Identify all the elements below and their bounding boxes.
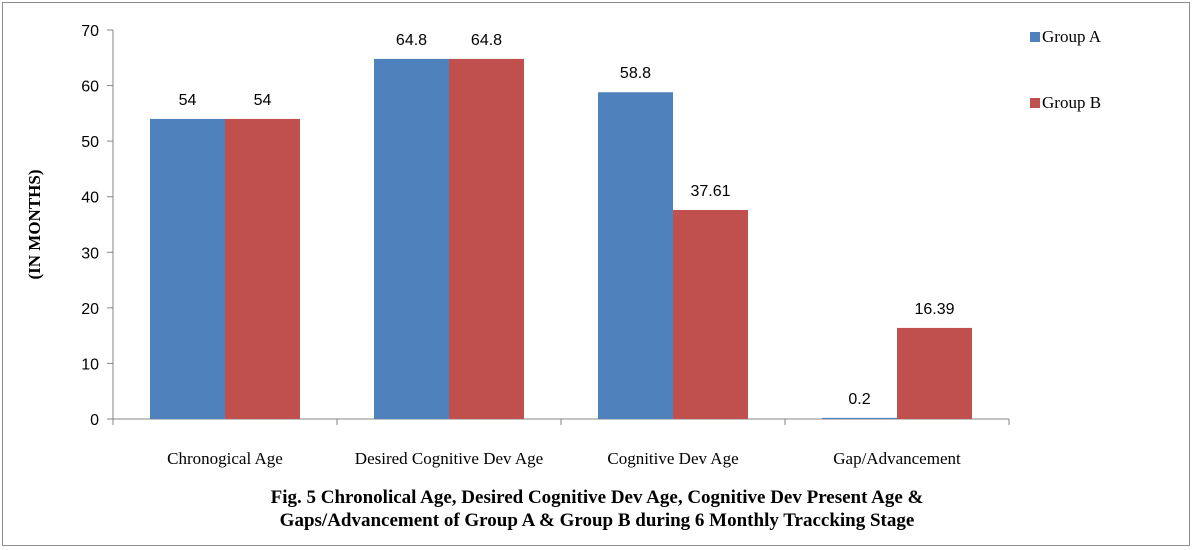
- bar-group-b: [449, 58, 524, 419]
- legend-label: Group A: [1042, 27, 1102, 46]
- y-tick-label: 20: [81, 301, 99, 318]
- legend-label: Group B: [1042, 93, 1101, 112]
- figure-caption-line-1: Fig. 5 Chronolical Age, Desired Cognitiv…: [270, 487, 924, 508]
- legend-swatch: [1030, 32, 1040, 42]
- y-tick-label: 40: [81, 190, 99, 207]
- data-label: 16.39: [914, 301, 954, 318]
- bar-group-a: [374, 58, 449, 419]
- x-category-label: Desired Cognitive Dev Age: [355, 449, 543, 468]
- bar-group-b: [673, 209, 748, 419]
- x-category-label: Chronogical Age: [167, 449, 283, 468]
- y-tick-label: 60: [81, 79, 99, 96]
- y-tick-label: 50: [81, 134, 99, 151]
- data-label: 64.8: [396, 32, 427, 49]
- x-category-label: Gap/Advancement: [833, 449, 961, 468]
- x-category-label: Cognitive Dev Age: [607, 449, 738, 468]
- y-tick-label: 30: [81, 245, 99, 262]
- data-label: 37.61: [690, 183, 730, 200]
- bar-group-a: [150, 118, 225, 420]
- data-label: 54: [179, 92, 197, 109]
- y-tick-label: 70: [81, 23, 99, 40]
- y-tick-label: 10: [81, 356, 99, 373]
- bar-group-a: [822, 417, 897, 419]
- y-axis-title: (IN MONTHS): [25, 169, 44, 279]
- figure-caption-line-2: Gaps/Advancement of Group A & Group B du…: [279, 510, 915, 531]
- legend-swatch: [1030, 98, 1040, 108]
- data-label: 64.8: [471, 32, 502, 49]
- data-label: 54: [254, 92, 272, 109]
- data-label: 0.2: [848, 391, 870, 408]
- bar-group-a: [598, 92, 673, 420]
- bar-group-b: [225, 118, 300, 420]
- bar-group-b: [897, 327, 972, 419]
- data-label: 58.8: [620, 65, 651, 82]
- y-tick-label: 0: [90, 412, 99, 429]
